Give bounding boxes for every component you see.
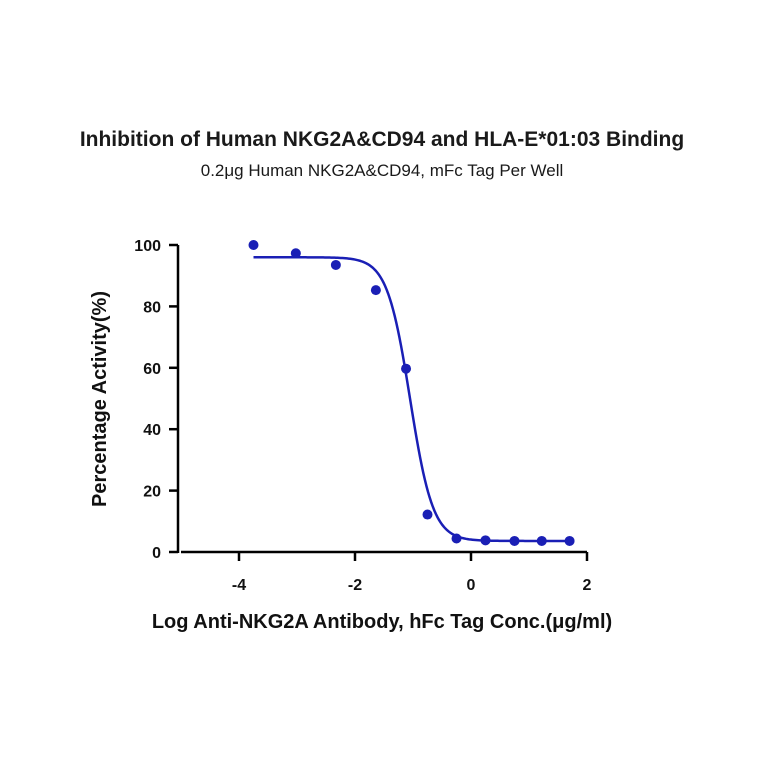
y-tick-label: 20 [143, 484, 161, 501]
x-tick-label: 0 [467, 577, 476, 594]
data-point [451, 533, 462, 544]
y-tick-label: 0 [152, 545, 161, 562]
data-point [330, 259, 341, 270]
y-tick-label: 40 [143, 422, 161, 439]
data-point [564, 535, 575, 546]
x-axis-title: Log Anti-NKG2A Antibody, hFc Tag Conc.(μ… [152, 611, 612, 633]
data-point [422, 509, 433, 520]
fit-curve [253, 256, 571, 543]
data-points [248, 240, 575, 546]
data-point [248, 240, 259, 250]
chart-subtitle: 0.2μg Human NKG2A&CD94, mFc Tag Per Well [200, 161, 564, 180]
chart-title: Inhibition of Human NKG2A&CD94 and HLA-E… [79, 128, 685, 151]
x-tick-label: -2 [348, 577, 362, 594]
axes [176, 245, 587, 554]
data-point [401, 363, 412, 374]
x-tick-label: 2 [583, 577, 592, 594]
data-point [370, 285, 381, 296]
y-axis-title: Percentage Activity(%) [89, 291, 111, 507]
x-axis-ticks: -4 -2 0 2 [232, 552, 592, 594]
data-point [290, 248, 301, 259]
y-tick-label: 100 [134, 238, 161, 255]
data-point [480, 535, 491, 546]
y-axis-ticks: 0 20 40 60 80 100 [134, 238, 178, 562]
data-point [509, 535, 520, 546]
x-tick-label: -4 [232, 577, 246, 594]
y-tick-label: 60 [143, 361, 161, 378]
data-point [536, 535, 547, 546]
y-tick-label: 80 [143, 299, 161, 316]
